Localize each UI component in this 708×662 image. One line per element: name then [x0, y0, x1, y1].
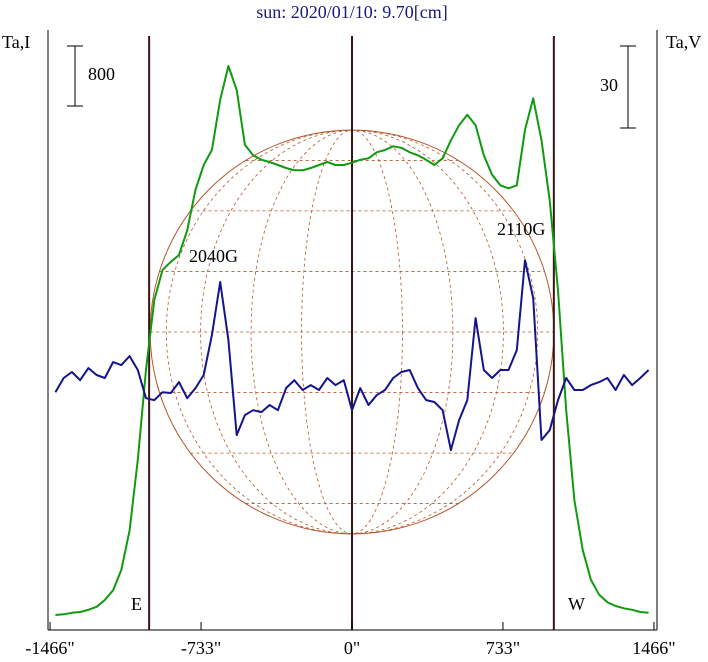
- chart-title: sun: 2020/01/10: 9.70[cm]: [256, 2, 448, 22]
- x-tick-label: 1466": [632, 638, 675, 658]
- annotation: 2040G: [189, 246, 238, 266]
- scale-label: 800: [88, 64, 115, 84]
- x-tick-label: 733": [486, 638, 520, 658]
- y-axis-label: Ta,I: [2, 32, 30, 52]
- annotation: 2110G: [497, 219, 545, 239]
- x-tick-label: -733": [181, 638, 221, 658]
- series-line: [54, 259, 650, 452]
- series-line: [55, 65, 649, 616]
- scale-label: 30: [600, 75, 618, 95]
- x-tick-label: -1466": [25, 638, 74, 658]
- y2-axis-label: Ta,V: [666, 32, 701, 52]
- limb-label: W: [568, 594, 585, 614]
- limb-label: E: [131, 594, 142, 614]
- x-tick-label: 0": [344, 638, 360, 658]
